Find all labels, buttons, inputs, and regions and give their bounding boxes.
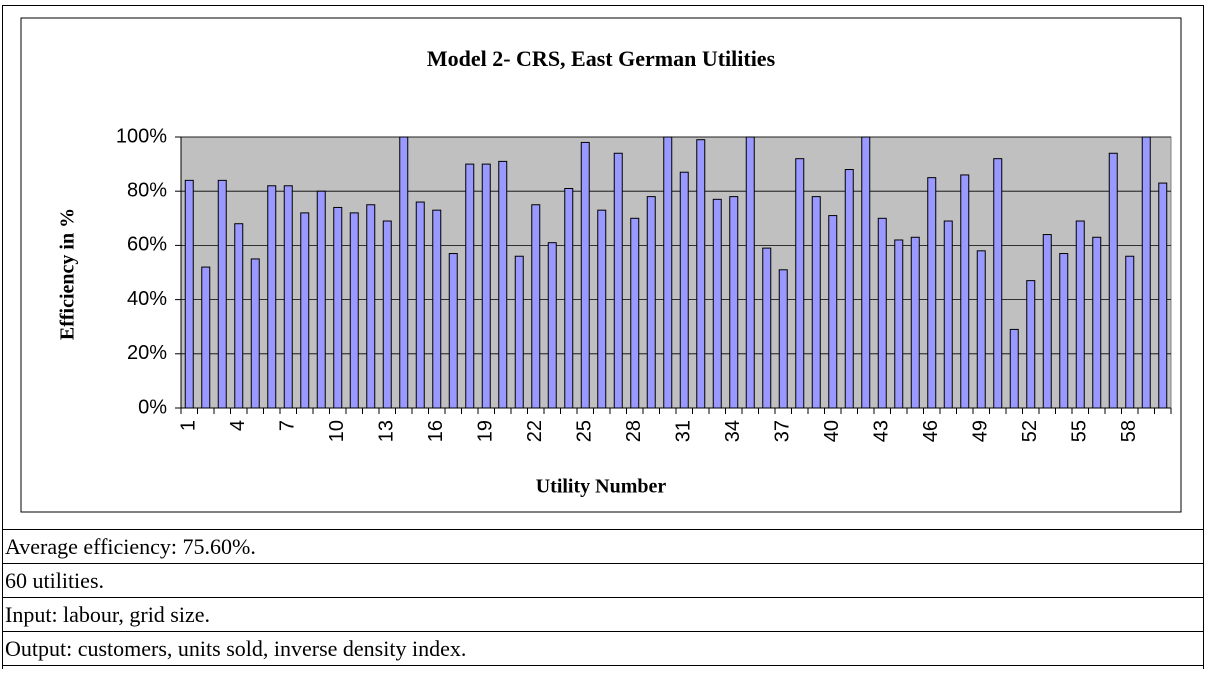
y-axis-title: Efficiency in % — [57, 208, 79, 340]
bar — [613, 152, 623, 409]
bar — [580, 141, 590, 409]
x-axis-title: Utility Number — [536, 476, 667, 498]
bar — [531, 204, 541, 409]
note-line: Average efficiency: 75.60%. — [3, 530, 1203, 564]
note-line: 60 utilities. — [3, 564, 1203, 598]
bar — [481, 163, 491, 409]
bar — [976, 250, 986, 409]
bar — [547, 242, 557, 409]
bar — [663, 136, 673, 409]
bar — [415, 201, 425, 409]
x-tick-label: 13 — [376, 420, 398, 442]
bar — [910, 236, 920, 409]
x-tick-label: 28 — [623, 420, 645, 442]
chart-title: Model 2- CRS, East German Utilities — [427, 46, 776, 71]
bar — [861, 136, 871, 409]
x-tick-label: 10 — [326, 420, 348, 442]
bar — [943, 220, 953, 409]
x-tick-label: 55 — [1069, 420, 1091, 442]
bar — [1059, 253, 1069, 409]
bar — [498, 160, 508, 409]
y-tick-label: 0% — [138, 396, 167, 418]
bar — [696, 139, 706, 409]
bar — [630, 217, 640, 409]
bar — [1125, 255, 1135, 409]
bar — [1042, 234, 1052, 409]
y-tick-label: 40% — [127, 288, 167, 310]
bar — [514, 255, 524, 409]
bar — [778, 269, 788, 409]
chart: Model 2- CRS, East German Utilities Effi… — [20, 17, 1182, 513]
bar — [646, 196, 656, 409]
x-tick-label: 22 — [524, 420, 546, 442]
bar — [564, 187, 574, 409]
bar — [300, 212, 310, 409]
bar — [217, 179, 227, 409]
bar — [1009, 328, 1019, 409]
bar — [1092, 236, 1102, 409]
x-tick-label: 7 — [277, 420, 299, 431]
x-tick-label: 19 — [475, 420, 497, 442]
chart-cell: Model 2- CRS, East German Utilities Effi… — [3, 6, 1203, 530]
y-tick-label: 100% — [116, 125, 167, 147]
bar — [960, 174, 970, 409]
plot-area — [180, 136, 1172, 409]
x-tick-label: 31 — [673, 420, 695, 442]
note-line: Input: labour, grid size. — [3, 598, 1203, 632]
x-tick-label: 16 — [425, 420, 447, 442]
bar — [283, 185, 293, 409]
bar — [762, 247, 772, 409]
x-tick-label: 40 — [821, 420, 843, 442]
bar — [448, 253, 458, 409]
x-tick-label: 43 — [871, 420, 893, 442]
y-tick-label: 60% — [127, 234, 167, 256]
bar — [597, 209, 607, 409]
x-tick-label: 46 — [920, 420, 942, 442]
bar — [811, 196, 821, 409]
y-tick-label: 80% — [127, 179, 167, 201]
bar — [679, 171, 689, 409]
bar — [267, 185, 277, 409]
bar — [844, 169, 854, 409]
bar — [1026, 280, 1036, 409]
bar — [927, 177, 937, 409]
bar — [399, 136, 409, 409]
bar — [333, 206, 343, 409]
bar — [349, 212, 359, 409]
x-tick-label: 34 — [722, 420, 744, 442]
bar — [877, 217, 887, 409]
bar — [432, 209, 442, 409]
bar — [795, 158, 805, 409]
bar — [729, 196, 739, 409]
bar — [465, 163, 475, 409]
document-frame: Model 2- CRS, East German Utilities Effi… — [2, 5, 1204, 669]
x-tick-label: 1 — [178, 420, 200, 431]
bar — [828, 215, 838, 409]
bar — [1141, 136, 1151, 409]
bar — [234, 223, 244, 409]
y-tick-label: 20% — [127, 342, 167, 364]
bar — [894, 239, 904, 409]
bar — [184, 179, 194, 409]
bar — [316, 190, 326, 409]
bar — [993, 158, 1003, 409]
bar — [250, 258, 260, 409]
bar — [382, 220, 392, 409]
bar — [712, 198, 722, 409]
note-line: Output: customers, units sold, inverse d… — [3, 632, 1203, 666]
bar — [366, 204, 376, 409]
x-tick-label: 37 — [772, 420, 794, 442]
bar — [1108, 152, 1118, 409]
x-tick-label: 4 — [227, 420, 249, 431]
x-tick-label: 58 — [1118, 420, 1140, 442]
x-tick-label: 25 — [574, 420, 596, 442]
bar — [745, 136, 755, 409]
bar — [201, 266, 211, 409]
bar — [1075, 220, 1085, 409]
x-tick-label: 52 — [1019, 420, 1041, 442]
bar — [1158, 182, 1168, 409]
x-tick-label: 49 — [970, 420, 992, 442]
